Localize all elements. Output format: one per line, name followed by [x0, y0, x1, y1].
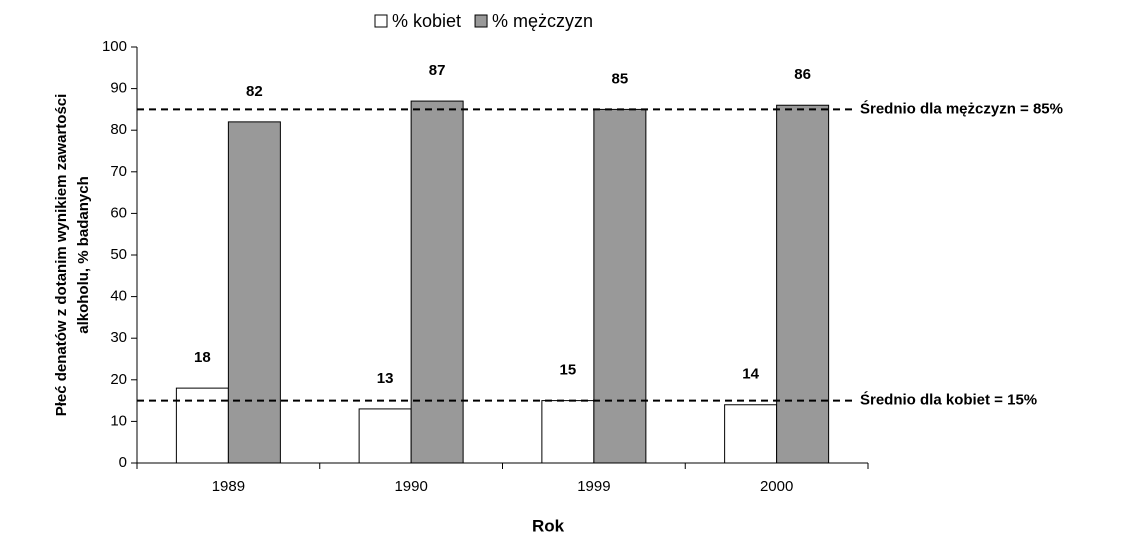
legend-swatch: [474, 14, 488, 28]
y-tick-label: 50: [110, 246, 127, 263]
x-tick-label: 2000: [760, 478, 793, 495]
y-tick-label: 10: [110, 412, 127, 429]
data-label: 14: [742, 366, 759, 383]
y-tick-label: 30: [110, 329, 127, 346]
data-label: 18: [194, 349, 211, 366]
legend-swatch: [374, 14, 388, 28]
legend-label: % mężczyzn: [492, 11, 593, 31]
data-label: 85: [612, 70, 629, 87]
y-tick-label: 40: [110, 288, 127, 305]
x-tick-label: 1999: [577, 478, 610, 495]
y-tick-label: 20: [110, 371, 127, 388]
bar: [358, 408, 412, 464]
data-label: 13: [377, 370, 394, 387]
x-tick-label: 1989: [212, 478, 245, 495]
x-tick-label: 1990: [394, 478, 427, 495]
data-label: 87: [429, 62, 446, 79]
bar: [410, 100, 464, 464]
y-tick-label: 100: [102, 38, 127, 55]
bar: [175, 387, 229, 464]
bar: [593, 108, 647, 464]
y-tick-label: 90: [110, 80, 127, 97]
y-tick-label: 0: [119, 454, 127, 471]
y-tick-label: 80: [110, 121, 127, 138]
bar: [776, 104, 830, 464]
y-tick-label: 70: [110, 163, 127, 180]
reference-label: Średnio dla mężczyzn = 85%: [860, 99, 1063, 117]
legend-label: % kobiet: [392, 11, 461, 31]
data-label: 15: [560, 362, 577, 379]
bar: [724, 404, 778, 464]
reference-label: Średnio dla kobiet = 15%: [860, 391, 1037, 409]
y-axis-title: Płeć denatów z dotanim wynikiem zawartoś…: [53, 94, 70, 417]
y-tick-label: 60: [110, 204, 127, 221]
bar: [227, 121, 281, 464]
data-label: 86: [794, 66, 811, 83]
data-label: 82: [246, 83, 263, 100]
y-axis-title: alkoholu, % badanych: [75, 176, 92, 334]
bar: [541, 400, 595, 464]
x-axis-title: Rok: [532, 516, 565, 535]
